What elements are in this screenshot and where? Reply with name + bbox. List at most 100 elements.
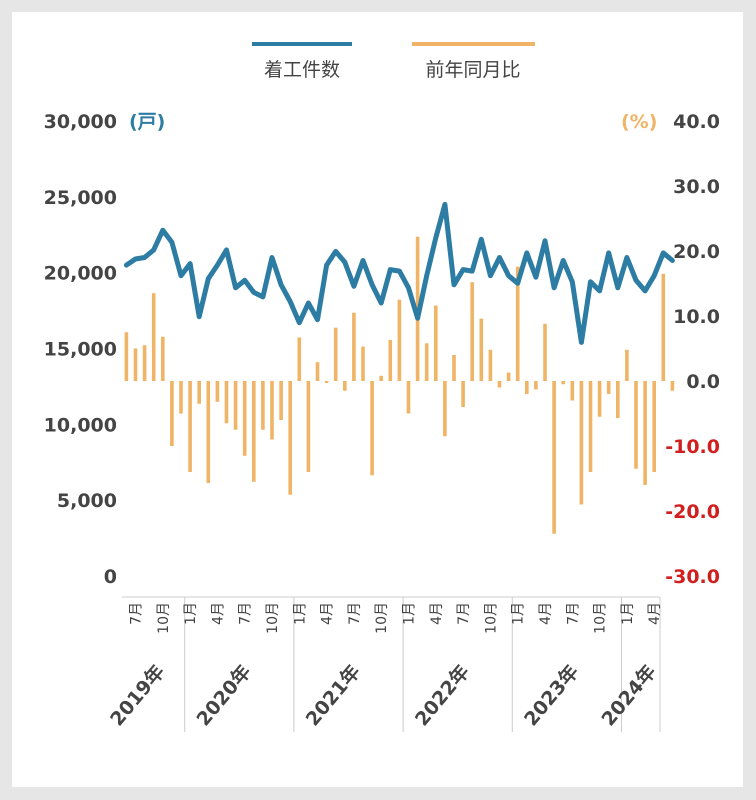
left-tick-label: 20,000 — [44, 263, 117, 285]
combo-chart: 着工件数 前年同月比 (戸) (%) 0 5,000 10,000 15,000 20,… — [44, 42, 720, 732]
right-tick-label: 40.0 — [673, 111, 720, 133]
left-tick-label: 30,000 — [44, 111, 117, 133]
yoy-bar — [443, 381, 447, 437]
month-label: 10月 — [374, 602, 390, 634]
month-label: 10月 — [265, 602, 281, 634]
yoy-bar — [388, 340, 393, 381]
year-label: 2020年 — [192, 660, 256, 730]
right-axis-ticks: -30.0 -20.0 -10.0 0.0 10.0 20.0 30.0 40.0 — [665, 111, 720, 588]
starts-line-layer — [123, 201, 675, 345]
yoy-bar — [506, 372, 511, 381]
left-tick-label: 15,000 — [44, 339, 117, 361]
yoy-bar — [606, 381, 611, 394]
month-label: 10月 — [593, 602, 609, 634]
yoy-bar — [133, 348, 138, 381]
yoy-bar — [515, 266, 520, 381]
yoy-bar — [306, 381, 311, 472]
right-tick-label: 20.0 — [673, 241, 720, 263]
month-label: 4月 — [647, 602, 663, 625]
yoy-bar — [561, 381, 565, 385]
yoy-bar — [197, 381, 201, 404]
yoy-bar — [661, 273, 666, 381]
yoy-bar — [479, 318, 484, 381]
yoy-bar — [297, 337, 302, 381]
yoy-bar — [206, 381, 211, 484]
right-tick-label: 30.0 — [673, 176, 720, 198]
month-label: 1月 — [183, 602, 199, 625]
yoy-bar — [534, 381, 538, 390]
yoy-bar — [215, 381, 220, 402]
left-axis-unit: (戸) — [129, 111, 165, 133]
month-label: 4月 — [429, 602, 445, 625]
year-label: 2021年 — [301, 660, 365, 730]
left-tick-label: 25,000 — [44, 187, 117, 209]
month-label: 7月 — [565, 602, 581, 625]
chart-panel: 着工件数 前年同月比 (戸) (%) 0 5,000 10,000 15,000 20,… — [12, 12, 743, 787]
right-tick-label: -20.0 — [665, 501, 720, 523]
month-label: 7月 — [456, 602, 472, 625]
yoy-bar — [333, 327, 338, 381]
month-label: 7月 — [238, 602, 254, 625]
legend: 着工件数 前年同月比 — [252, 42, 535, 81]
yoy-bar — [188, 381, 192, 472]
yoy-bar — [488, 349, 493, 381]
yoy-bar — [179, 381, 183, 414]
right-tick-label: -30.0 — [665, 566, 720, 588]
yoy-bar — [634, 381, 638, 469]
left-axis-ticks: 0 5,000 10,000 15,000 20,000 25,000 30,000 — [44, 111, 117, 588]
yoy-bar — [315, 362, 320, 381]
legend-label-starts: 着工件数 — [264, 59, 340, 81]
yoy-bar — [570, 381, 575, 401]
yoy-bar — [224, 381, 229, 424]
yoy-bar — [361, 346, 365, 381]
month-label: 4月 — [320, 602, 336, 625]
x-axis: 7月 10月 1月 4月 7月 10月 1月 4月 7月 10月 1月 4月 7月 10月 1月 4月 7月 10… — [105, 596, 663, 732]
month-label: 1月 — [511, 602, 527, 625]
yoy-bar — [424, 343, 429, 381]
yoy-bar — [324, 381, 329, 383]
yoy-bar — [242, 381, 247, 456]
yoy-bar — [261, 381, 265, 430]
month-label: 10月 — [483, 602, 499, 634]
yoy-bar — [370, 381, 374, 476]
yoy-bar — [470, 282, 474, 381]
yoy-bar — [643, 381, 647, 485]
yoy-bar — [461, 381, 465, 407]
yoy-bar — [124, 332, 129, 381]
yoy-bar — [406, 381, 411, 414]
right-tick-label: -10.0 — [665, 436, 720, 458]
month-label: 4月 — [538, 602, 554, 625]
yoy-bar — [543, 323, 547, 381]
year-label: 2023年 — [519, 660, 583, 730]
yoy-bar — [252, 381, 256, 482]
month-label: 1月 — [402, 602, 418, 625]
yoy-bar — [497, 381, 502, 388]
right-tick-label: 0.0 — [686, 371, 720, 393]
yoy-bar — [452, 355, 456, 381]
month-label: 1月 — [292, 602, 308, 625]
yoy-bar — [579, 381, 584, 505]
yoy-bar — [170, 381, 174, 446]
yoy-bar — [525, 381, 529, 394]
year-label: 2019年 — [105, 660, 169, 730]
month-label: 10月 — [156, 602, 172, 634]
starts-line — [123, 201, 675, 345]
left-tick-label: 0 — [104, 566, 117, 588]
right-tick-label: 10.0 — [673, 306, 720, 328]
yoy-bar — [652, 381, 656, 472]
yoy-bar — [434, 305, 438, 381]
yoy-bar — [142, 345, 147, 381]
yoy-bar — [597, 381, 602, 417]
yoy-bar — [670, 381, 675, 391]
yoy-bar — [288, 381, 292, 495]
month-label: 7月 — [129, 602, 145, 625]
left-tick-label: 5,000 — [57, 490, 117, 512]
yoy-bar — [397, 299, 402, 381]
year-label: 2024年 — [597, 660, 661, 730]
yoy-bar — [151, 293, 156, 381]
month-label: 4月 — [210, 602, 226, 625]
year-label: 2022年 — [410, 660, 474, 730]
yoy-bar — [270, 381, 274, 440]
month-label: 7月 — [347, 602, 363, 625]
yoy-bar — [379, 375, 383, 381]
